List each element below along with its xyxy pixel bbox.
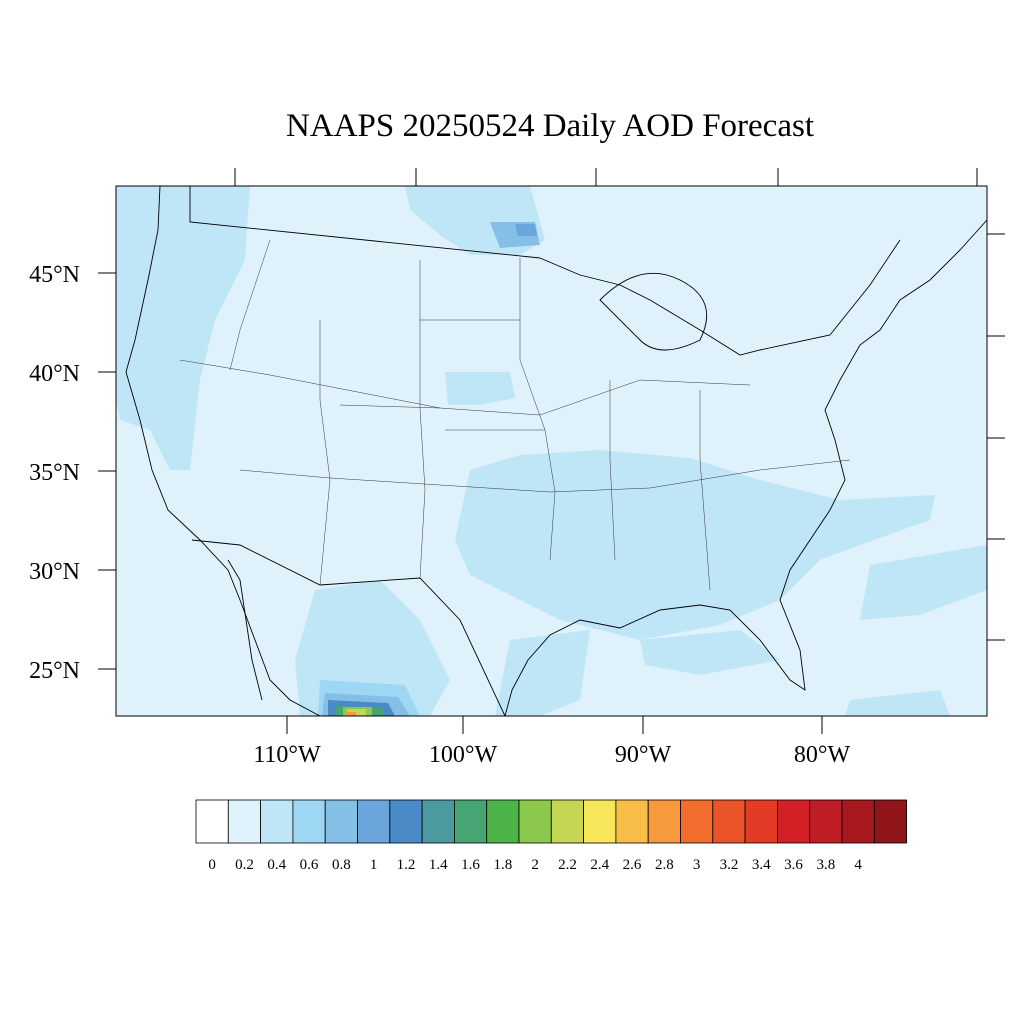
colorbar-cell <box>195 799 229 844</box>
lat-label-30: 30°N <box>29 559 80 585</box>
colorbar-tick-label: 2.8 <box>655 857 674 873</box>
map-frame <box>115 185 988 717</box>
colorbar-tick-label: 4 <box>854 857 862 873</box>
top-ticks <box>234 168 978 186</box>
us-mexico-border <box>191 539 506 716</box>
colorbar-cell <box>777 799 811 844</box>
colorbar <box>195 799 907 844</box>
state-line-d <box>319 320 331 586</box>
aod-region-caribbean <box>845 690 950 716</box>
right-ticks <box>987 233 1005 641</box>
state-line-c <box>229 239 271 371</box>
map-background <box>116 186 987 716</box>
pacific-coastline <box>125 186 321 716</box>
aod-region-south-central <box>455 450 935 640</box>
bottom-ticks <box>286 716 823 734</box>
state-line-h <box>699 390 711 591</box>
colorbar-tick-label: 2 <box>531 857 539 873</box>
lat-label-35: 35°N <box>29 460 80 486</box>
colorbar-tick-label: 0.2 <box>235 857 254 873</box>
state-line-g <box>609 380 616 561</box>
colorbar-tick-label: 0.4 <box>267 857 286 873</box>
great-lakes-border <box>539 239 901 356</box>
colorbar-tick-label: 1.4 <box>429 857 448 873</box>
colorbar-cell <box>389 799 423 844</box>
canada-us-border-west <box>189 186 541 259</box>
colorbar-cell <box>324 799 358 844</box>
state-line-a <box>179 359 751 416</box>
colorbar-cell <box>453 799 488 844</box>
colorbar-labels: 0 0.2 0.4 0.6 0.8 1 1.2 1.4 1.6 1.8 2 2.2 2.4 2.6 2.8 3… <box>208 857 862 873</box>
lake-michigan <box>599 272 708 351</box>
lon-label-90: 90°W <box>615 742 672 768</box>
colorbar-cell <box>712 799 746 844</box>
baja-coastline <box>227 559 263 701</box>
colorbar-cell <box>357 799 391 844</box>
colorbar-cell <box>486 799 520 844</box>
aod-region-gulf <box>640 630 780 675</box>
aod-region-upper-midwest-peak <box>515 224 537 236</box>
colorbar-cell <box>809 799 843 844</box>
colorbar-tick-label: 0 <box>208 857 216 873</box>
state-line-j <box>339 404 441 409</box>
colorbar-cell <box>292 799 326 844</box>
latitude-labels: 45°N 40°N 35°N 30°N 25°N <box>29 262 80 684</box>
left-ticks <box>98 272 116 670</box>
colorbar-cell <box>841 799 875 844</box>
colorbar-tick-label: 1 <box>370 857 378 873</box>
map-panel <box>115 185 988 717</box>
colorbar-cell <box>227 799 262 844</box>
colorbar-tick-label: 2.4 <box>590 857 609 873</box>
colorbar-cell <box>421 799 455 844</box>
aod-region-kansas <box>445 372 515 405</box>
colorbar-tick-label: 3.8 <box>816 857 835 873</box>
aod-plume-hotspot <box>346 712 356 716</box>
colorbar-cell <box>518 799 552 844</box>
colorbar-tick-label: 3.2 <box>720 857 739 873</box>
colorbar-tick-label: 3 <box>693 857 701 873</box>
lon-label-110: 110°W <box>253 742 321 768</box>
colorbar-cell <box>647 799 681 844</box>
map-title: NAAPS 20250524 Daily AOD Forecast <box>286 108 814 144</box>
colorbar-cell <box>615 799 649 844</box>
lat-label-40: 40°N <box>29 361 80 387</box>
colorbar-cell <box>873 799 907 844</box>
colorbar-cell <box>260 799 294 844</box>
lat-label-25: 25°N <box>29 658 80 684</box>
colorbar-tick-label: 0.8 <box>332 857 351 873</box>
lon-label-100: 100°W <box>429 742 498 768</box>
colorbar-tick-label: 2.2 <box>558 857 577 873</box>
state-line-e <box>419 260 426 579</box>
colorbar-cell <box>680 799 714 844</box>
colorbar-tick-label: 1.8 <box>493 857 512 873</box>
colorbar-tick-label: 0.6 <box>300 857 319 873</box>
colorbar-tick-label: 2.6 <box>623 857 642 873</box>
state-borders <box>179 239 851 591</box>
colorbar-cell <box>744 799 778 844</box>
aod-region-atlantic <box>860 545 987 620</box>
colorbar-cell <box>583 799 617 844</box>
colorbar-tick-label: 3.6 <box>784 857 803 873</box>
coastlines <box>125 186 987 716</box>
aod-field <box>116 186 987 716</box>
colorbar-tick-label: 1.6 <box>461 857 480 873</box>
lat-label-45: 45°N <box>29 262 80 288</box>
aod-region-pacific-northwest <box>116 186 250 470</box>
lon-label-80: 80°W <box>794 742 851 768</box>
aod-region-texas-gulf <box>495 630 590 716</box>
longitude-labels: 110°W 100°W 90°W 80°W <box>253 742 850 768</box>
colorbar-cell <box>550 799 584 844</box>
colorbar-tick-label: 1.2 <box>397 857 416 873</box>
gulf-atlantic-coastline <box>504 219 987 716</box>
colorbar-tick-label: 3.4 <box>752 857 771 873</box>
